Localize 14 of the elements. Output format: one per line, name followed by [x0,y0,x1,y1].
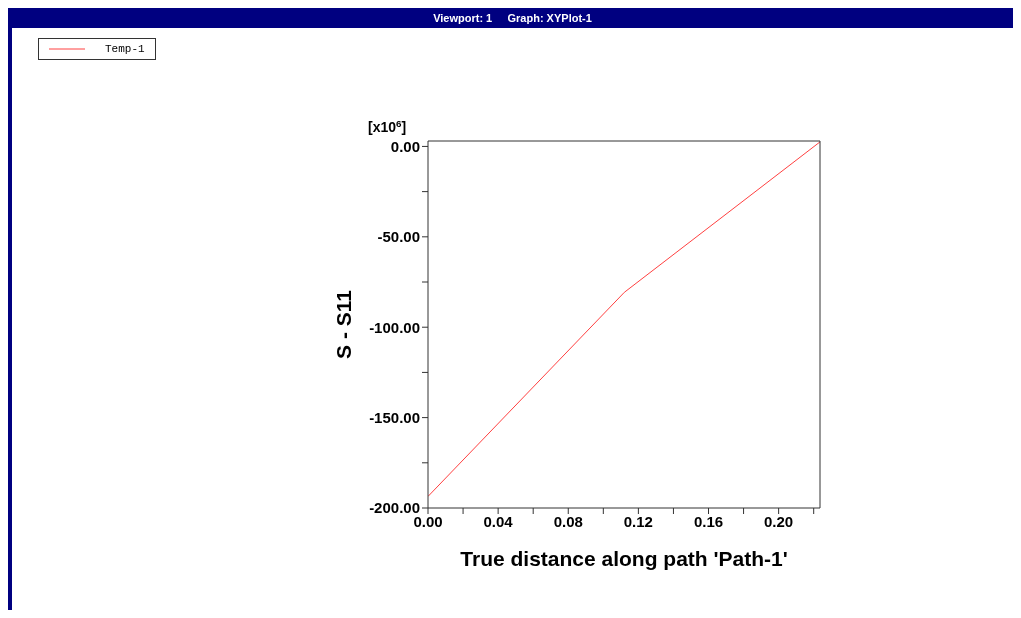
x-tick-label: 0.20 [764,512,794,530]
text: [x10$^{6}$] [368,117,407,135]
x-tick-label: 0.16 [693,512,724,530]
legend-label: Temp-1 [105,43,145,55]
y-tick-label: -150.00 [369,408,420,426]
x-tick-label: 0.12 [623,512,653,530]
y-tick-label: 0.00 [390,137,420,155]
y-axis-title: S - S11 [332,289,356,359]
chart-title: Viewport: 1 Graph: XYPlot-1 [12,8,1013,28]
x-tick-label: 0.08 [553,512,583,530]
y-tick-label: -100.00 [369,318,420,336]
x-axis-title: True distance along path 'Path-1' [460,547,788,570]
y-tick-label: -50.00 [377,228,420,246]
x-tick-label: 0.04 [483,512,514,530]
